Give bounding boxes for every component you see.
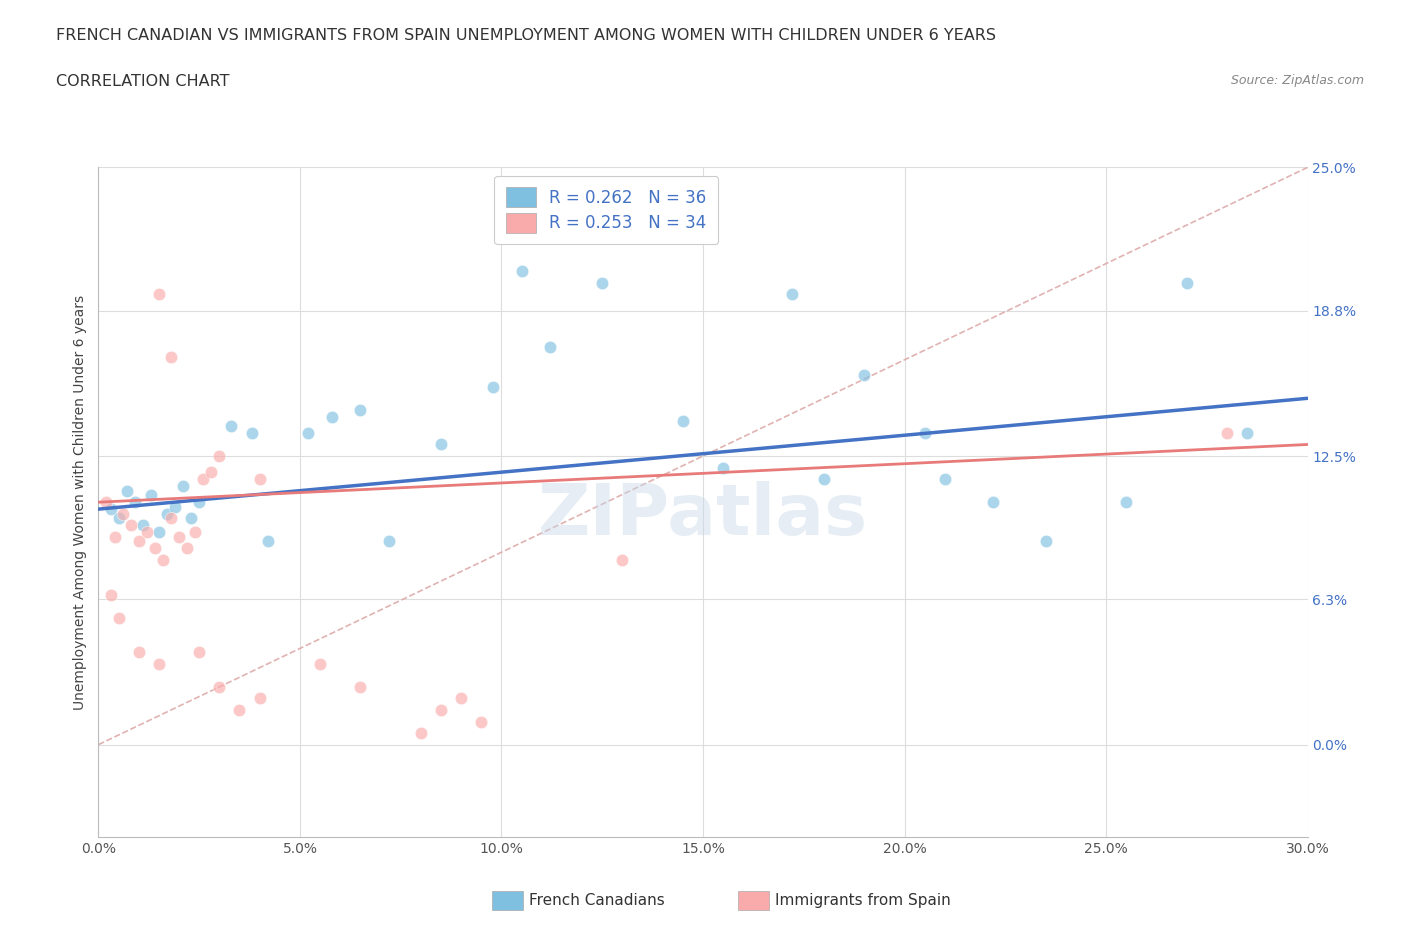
Point: [160, 350, 183, 365]
Point: [1216, 426, 1239, 441]
Point: [1115, 495, 1137, 510]
Point: [221, 418, 243, 433]
Point: [100, 501, 122, 516]
Point: [143, 541, 166, 556]
Point: [377, 534, 399, 549]
Point: [813, 472, 835, 486]
Point: [1175, 275, 1198, 290]
Point: [180, 511, 202, 525]
Legend: R = 0.262   N = 36, R = 0.253   N = 34: R = 0.262 N = 36, R = 0.253 N = 34: [495, 176, 718, 245]
Point: [510, 264, 533, 279]
Point: [538, 340, 561, 355]
Point: [128, 644, 150, 659]
Point: [780, 287, 803, 302]
Text: French Canadians: French Canadians: [529, 893, 665, 908]
Point: [148, 657, 170, 671]
Point: [470, 714, 492, 729]
Point: [430, 437, 453, 452]
Point: [672, 414, 695, 429]
Point: [139, 488, 162, 503]
Point: [711, 460, 734, 475]
Y-axis label: Unemployment Among Women with Children Under 6 years: Unemployment Among Women with Children U…: [73, 295, 87, 710]
Point: [156, 506, 179, 521]
Point: [107, 610, 129, 625]
Text: FRENCH CANADIAN VS IMMIGRANTS FROM SPAIN UNEMPLOYMENT AMONG WOMEN WITH CHILDREN : FRENCH CANADIAN VS IMMIGRANTS FROM SPAIN…: [56, 28, 997, 43]
Point: [249, 691, 271, 706]
Point: [409, 725, 432, 740]
Point: [176, 541, 198, 556]
Point: [934, 472, 956, 486]
Point: [349, 680, 371, 695]
Point: [208, 680, 231, 695]
Point: [184, 525, 207, 539]
Point: [163, 499, 186, 514]
Point: [240, 426, 263, 441]
Point: [228, 702, 250, 717]
Text: Immigrants from Spain: Immigrants from Spain: [775, 893, 950, 908]
Point: [100, 587, 122, 602]
Point: [612, 552, 634, 567]
Point: [188, 644, 211, 659]
Point: [152, 552, 174, 567]
Point: [120, 518, 142, 533]
Point: [111, 506, 134, 521]
Point: [297, 426, 319, 441]
Point: [200, 465, 222, 480]
Point: [124, 495, 146, 510]
Point: [103, 529, 125, 544]
Point: [148, 287, 170, 302]
Point: [853, 367, 876, 382]
Point: [256, 534, 278, 549]
Point: [167, 529, 190, 544]
Point: [482, 379, 505, 394]
Point: [128, 534, 150, 549]
Point: [321, 409, 343, 424]
Point: [1236, 426, 1258, 441]
Point: [430, 702, 453, 717]
Point: [349, 403, 371, 418]
Point: [96, 495, 118, 510]
Point: [1035, 534, 1057, 549]
Point: [249, 472, 271, 486]
Point: [309, 657, 332, 671]
Point: [148, 525, 170, 539]
Point: [172, 479, 194, 494]
Point: [132, 518, 155, 533]
Point: [107, 511, 129, 525]
Point: [135, 525, 157, 539]
Point: [160, 511, 183, 525]
Text: CORRELATION CHART: CORRELATION CHART: [56, 74, 229, 89]
Point: [591, 275, 613, 290]
Point: [450, 691, 472, 706]
Text: ZIPatlas: ZIPatlas: [538, 481, 868, 550]
Point: [193, 472, 215, 486]
Text: Source: ZipAtlas.com: Source: ZipAtlas.com: [1230, 74, 1364, 87]
Point: [914, 426, 936, 441]
Point: [208, 448, 231, 463]
Point: [188, 495, 211, 510]
Point: [115, 484, 138, 498]
Point: [981, 495, 1004, 510]
